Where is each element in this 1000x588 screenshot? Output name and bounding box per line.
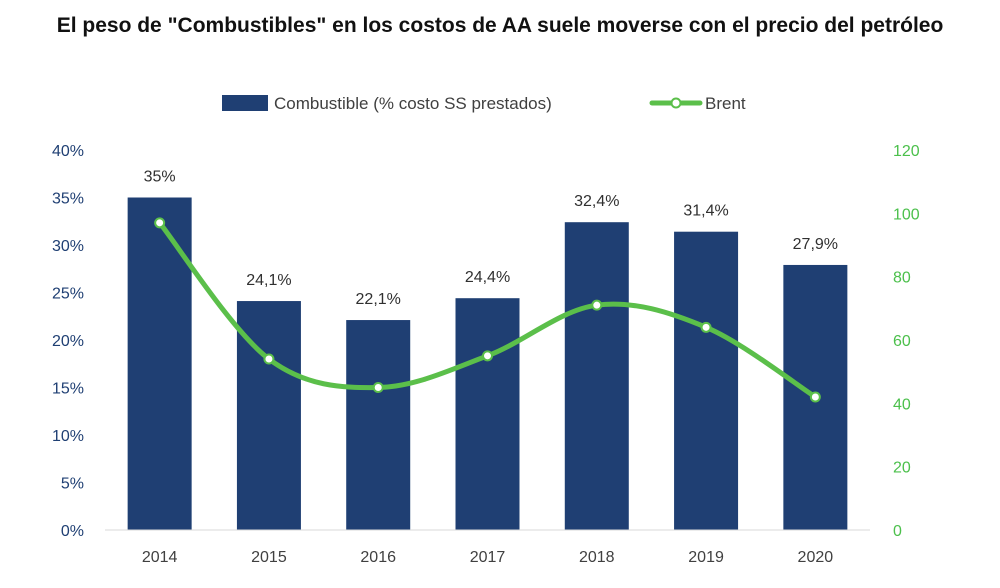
x-tick-label: 2014 (142, 549, 178, 566)
bar-data-label: 24,1% (246, 272, 291, 289)
y-right-tick-label: 60 (893, 333, 911, 350)
bar-data-labels: 35% 24,1% 22,1% 24,4% 32,4% 31,4% 27,9% (144, 169, 838, 309)
x-tick-label: 2017 (470, 549, 506, 566)
brent-point-2018 (591, 299, 603, 311)
y-left-axis: 0% 5% 10% 15% 20% 25% 30% 35% 40% (52, 143, 84, 540)
brent-line-series (154, 217, 821, 403)
bar-data-label: 32,4% (574, 193, 619, 210)
y-left-tick-label: 5% (61, 476, 84, 493)
bar-2016 (346, 320, 411, 530)
brent-point-2020 (809, 391, 821, 403)
y-right-tick-label: 40 (893, 396, 911, 413)
y-left-tick-label: 0% (61, 523, 84, 540)
brent-point-2015 (263, 353, 275, 365)
y-left-tick-label: 15% (52, 381, 84, 398)
chart-title: El peso de "Combustibles" en los costos … (56, 14, 944, 37)
bar-series (127, 197, 848, 530)
x-tick-label: 2016 (360, 549, 396, 566)
legend: Combustible (% costo SS prestados) Brent (222, 94, 746, 113)
bar-data-label: 24,4% (465, 269, 510, 286)
x-tick-label: 2018 (579, 549, 615, 566)
bar-2014 (127, 197, 192, 530)
x-tick-label: 2015 (251, 549, 287, 566)
bar-data-label: 35% (144, 169, 176, 186)
bar-2017 (455, 298, 520, 530)
bar-2019 (674, 231, 739, 530)
bar-data-label: 27,9% (793, 236, 838, 253)
y-right-tick-label: 100 (893, 206, 920, 223)
y-left-tick-label: 20% (52, 333, 84, 350)
brent-point-2014 (154, 217, 166, 229)
y-left-tick-label: 10% (52, 428, 84, 445)
brent-point-2016 (372, 382, 384, 393)
y-right-tick-label: 0 (893, 523, 902, 540)
y-left-tick-label: 30% (52, 238, 84, 255)
y-left-tick-label: 40% (52, 143, 84, 160)
bar-2018 (564, 222, 629, 530)
y-left-tick-label: 25% (52, 286, 84, 303)
x-tick-label: 2020 (798, 549, 834, 566)
y-right-axis: 0 20 40 60 80 100 120 (893, 143, 920, 540)
y-right-tick-label: 120 (893, 143, 920, 160)
y-right-tick-label: 80 (893, 270, 911, 287)
brent-point-2017 (482, 350, 493, 362)
y-left-tick-label: 35% (52, 191, 84, 208)
bar-data-label: 31,4% (683, 203, 728, 220)
x-tick-label: 2019 (688, 549, 724, 566)
brent-point-2019 (700, 321, 712, 333)
legend-line-label: Brent (705, 94, 746, 113)
legend-line-marker (670, 97, 682, 109)
legend-bar-swatch (222, 95, 268, 111)
bar-data-label: 22,1% (356, 291, 401, 308)
x-axis: 2014 2015 2016 2017 2018 2019 2020 (142, 549, 833, 566)
y-right-tick-label: 20 (893, 460, 911, 477)
legend-bar-label: Combustible (% costo SS prestados) (274, 94, 552, 113)
